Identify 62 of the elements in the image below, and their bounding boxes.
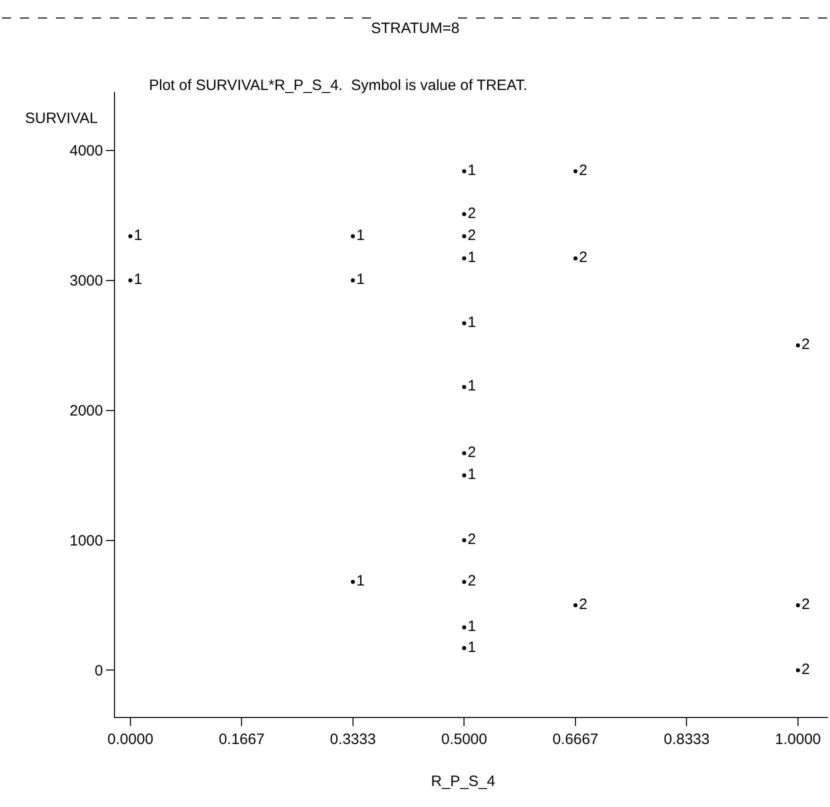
chart-title: STRATUM=8 [371,20,460,37]
text: 2 [468,531,476,548]
text: 1 [468,314,476,332]
point [462,256,466,260]
x-axis-title: R_P_S_4 [431,773,496,790]
point [462,538,466,542]
point [462,169,466,174]
text: 1 [468,638,476,656]
point [462,646,466,650]
text: 1 [356,226,365,244]
point [462,580,466,584]
point [796,603,800,608]
text: 1 [134,226,142,244]
point [573,603,578,608]
text: 1 [134,271,142,288]
text: 1 [356,572,365,590]
x-tick-label: 0.0000 [107,731,154,748]
point [796,668,800,672]
text: 1 [468,466,476,484]
point [350,234,355,238]
point [796,343,800,348]
y-tick-label: 4000 [70,142,103,160]
point [573,256,578,260]
text: 2 [801,336,810,354]
text: 2 [801,660,810,678]
text: 1 [356,271,365,288]
point [462,234,466,238]
text: 2 [468,204,476,222]
x-tick-label: 0.8333 [664,731,710,748]
point [128,278,132,282]
point [350,278,355,282]
text: 1 [468,378,476,395]
y-tick-label: 0 [94,662,103,680]
point [128,234,132,238]
point [462,212,466,216]
point [350,580,355,584]
series-label: 2 [468,444,476,461]
text: 2 [578,249,588,266]
x-tick-label: 1.0000 [775,731,821,748]
text: 2 [468,572,476,590]
text: 2 [468,226,476,244]
text: 2 [801,596,810,613]
y-tick-label: 1000 [70,532,103,550]
text: 1 [468,249,476,266]
point [462,625,466,630]
text: 2 [578,162,588,180]
text: 2 [578,596,588,613]
x-tick-label: 0.1667 [218,731,265,748]
point [462,321,466,326]
chart-subtitle: Plot of SURVIVAL*R_P_S_4. Symbol is value of TREAT. [149,77,528,94]
y-axis-title: SURVIVAL [25,110,98,127]
x-tick-label: 0.6667 [552,731,598,748]
text: 1 [468,162,476,180]
point [462,451,466,456]
series-label: 1 [468,618,476,636]
x-tick-label: 0.3333 [330,731,376,748]
y-tick-label: 2000 [70,402,103,420]
point [462,473,466,478]
y-tick-label: 3000 [70,272,103,290]
x-tick-label: 0.5000 [441,731,488,748]
point [462,384,466,389]
point [573,169,578,174]
